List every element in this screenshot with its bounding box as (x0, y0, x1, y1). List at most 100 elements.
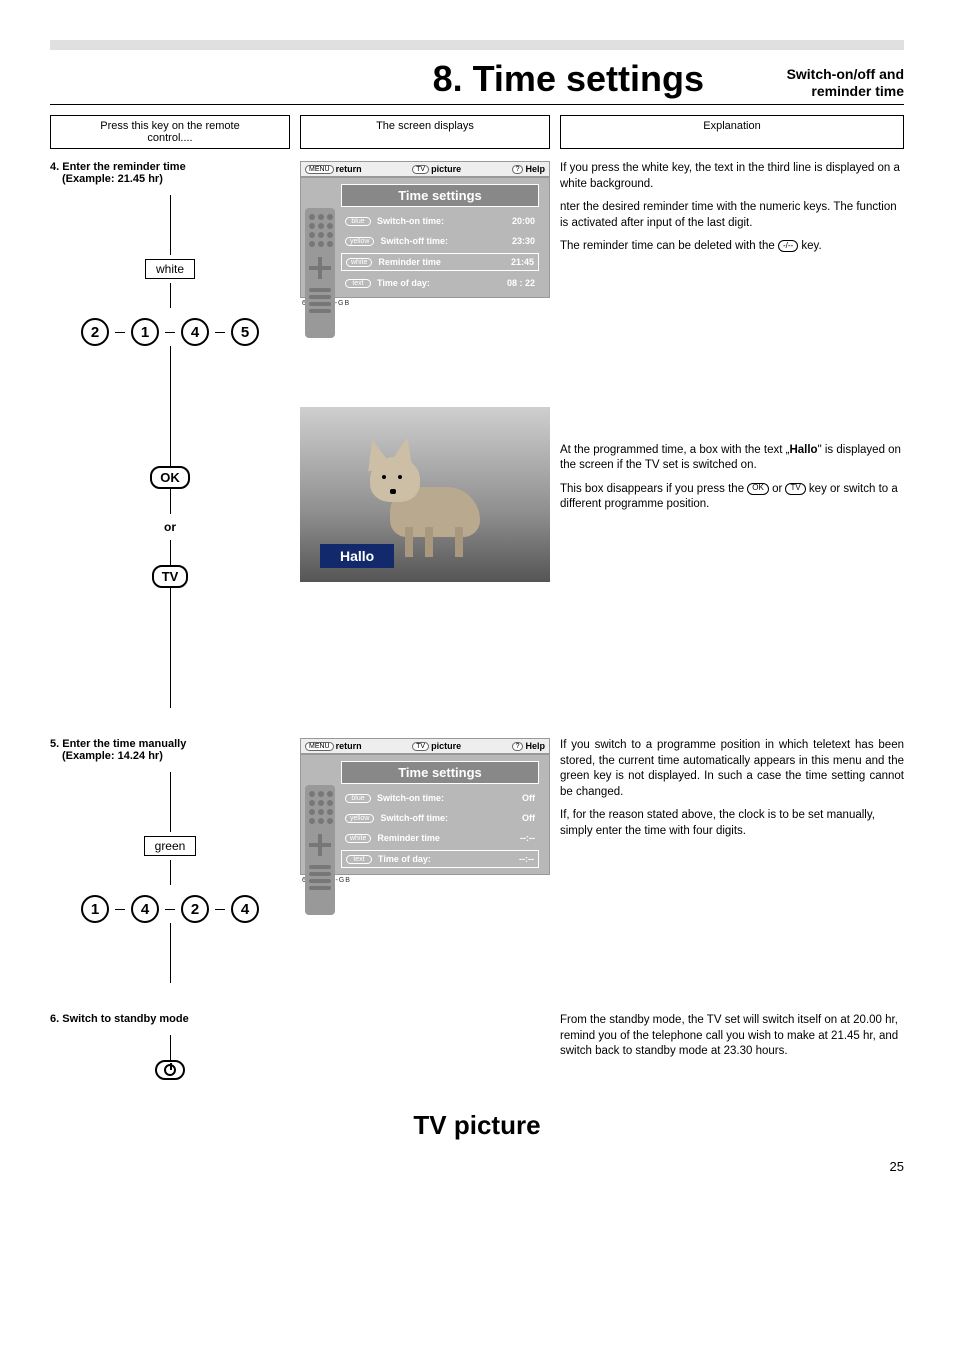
osd-row-value: 20:00 (512, 216, 535, 226)
connector-line (215, 909, 225, 910)
osd-picture: TV picture (412, 164, 461, 174)
header-bar (50, 40, 904, 50)
connector-line (170, 540, 171, 565)
osd-row-value: 23:30 (512, 236, 535, 246)
step5-digits: 1 4 2 4 (50, 895, 290, 923)
hallo-p2a: This box disappears if you press the (560, 483, 747, 495)
digit-4: 4 (181, 318, 209, 346)
osd-return-label: return (336, 741, 362, 751)
exp4-p2: nter the desired reminder time with the … (560, 200, 904, 231)
spacer (300, 307, 550, 407)
tv-pill-icon: TV (412, 165, 429, 174)
connector-line (170, 283, 171, 308)
connector-line (170, 860, 171, 885)
exp4-p3a: The reminder time can be deleted with th… (560, 240, 778, 252)
step6-mid (300, 1013, 550, 1080)
hallo-p1: At the programmed time, a box with the t… (560, 443, 904, 474)
step5-title-l1: 5. Enter the time manually (50, 738, 290, 750)
osd-row: blueSwitch-on time:Off (341, 790, 539, 806)
exp4-p3: The reminder time can be deleted with th… (560, 239, 904, 255)
step4-title-l1: 4. Enter the reminder time (50, 161, 290, 173)
osd2-title: Time settings (341, 761, 539, 784)
connector-line (115, 332, 125, 333)
osd-row-value: 08 : 22 (507, 278, 535, 288)
exp5-p2: If, for the reason stated above, the clo… (560, 808, 904, 839)
osd-row: whiteReminder time--:-- (341, 830, 539, 846)
connector-line (115, 909, 125, 910)
connector-line (170, 772, 171, 832)
col-header-left-l2: control.... (53, 132, 287, 144)
osd-return: MENU return (305, 741, 362, 751)
osd-row-label: Time of day: (377, 278, 507, 288)
col-header-left-l1: Press this key on the remote (53, 120, 287, 132)
tv-pill-icon: TV (785, 483, 805, 495)
help-pill-icon: ? (512, 165, 524, 174)
osd-topbar: MENU return TV picture ? Help (300, 161, 550, 177)
tv-picture-heading: TV picture (50, 1110, 904, 1141)
page-number: 25 (50, 1159, 904, 1174)
osd1-code: 698-080-GB (300, 298, 550, 307)
osd-panel-2: Time settings blueSwitch-on time:Offyell… (300, 754, 550, 875)
chapter-subtitle-l1: Switch-on/off and (744, 66, 904, 83)
osd-row-label: Switch-off time: (380, 236, 512, 246)
osd-panel-1: Time settings blueSwitch-on time:20:00ye… (300, 177, 550, 298)
spacer (560, 263, 904, 443)
step6-left: 6. Switch to standby mode (50, 1013, 290, 1080)
col-header-mid: The screen displays (300, 115, 550, 149)
digit-5: 5 (231, 318, 259, 346)
digit-1: 1 (131, 318, 159, 346)
osd-picture-label: picture (431, 164, 461, 174)
osd-picture-label: picture (431, 741, 461, 751)
tv-pill-icon: TV (412, 742, 429, 751)
hallo-overlay: Hallo (320, 544, 394, 568)
osd-topbar-2: MENU return TV picture ? Help (300, 738, 550, 754)
ok-key-icon: OK (150, 466, 190, 489)
step5-title-l2: (Example: 14.24 hr) (50, 750, 290, 762)
osd-row-label: Reminder time (378, 257, 511, 267)
osd-row: text Time of day:08 : 22 (341, 275, 539, 291)
step5-mid: MENU return TV picture ? Help Time setti… (300, 738, 550, 983)
step4-digits: 2 1 4 5 (50, 318, 290, 346)
standby-key (50, 1060, 290, 1080)
step4-mid: MENU return TV picture ? Help Time setti… (300, 161, 550, 708)
osd-row-label: Reminder time (377, 833, 520, 843)
step4-right: If you press the white key, the text in … (560, 161, 904, 708)
osd-row-pill: text (345, 279, 371, 288)
osd-row-pill: yellow (345, 237, 374, 246)
connector-line (215, 332, 225, 333)
exp6-p1: From the standby mode, the TV set will s… (560, 1013, 904, 1060)
col-header-left: Press this key on the remote control.... (50, 115, 290, 149)
digit-2: 2 (181, 895, 209, 923)
osd-help-label: Help (525, 164, 545, 174)
step4-row: 4. Enter the reminder time (Example: 21.… (50, 161, 904, 708)
step5-right: If you switch to a programme position in… (560, 738, 904, 983)
connector-line (165, 332, 175, 333)
clear-key-icon: -/-- (778, 240, 798, 252)
chapter-subtitle-l2: reminder time (744, 83, 904, 100)
osd-row-pill: white (345, 834, 371, 843)
hallo-p2: This box disappears if you press the OK … (560, 482, 904, 513)
step4-title-l2: (Example: 21.45 hr) (50, 173, 290, 185)
step6-row: 6. Switch to standby mode From the stand… (50, 1013, 904, 1080)
hallo-p1a: At the programmed time, a box with the t… (560, 444, 789, 456)
osd-row-label: Switch-on time: (377, 216, 512, 226)
hallo-p2b: or (772, 483, 785, 495)
osd-row: whiteReminder time21:45 (341, 253, 539, 271)
osd-return: MENU return (305, 164, 362, 174)
chapter-header: 8. Time settings Switch-on/off and remin… (50, 58, 904, 105)
step5-title: 5. Enter the time manually (Example: 14.… (50, 738, 290, 762)
osd-row-value: 21:45 (511, 257, 534, 267)
exp4-p1: If you press the white key, the text in … (560, 161, 904, 192)
osd-row: blueSwitch-on time:20:00 (341, 213, 539, 229)
osd-picture: TV picture (412, 741, 461, 751)
chapter-subtitle: Switch-on/off and reminder time (744, 66, 904, 100)
osd-remote-icon (305, 785, 335, 915)
osd-help-label: Help (525, 741, 545, 751)
or-label: or (50, 520, 290, 534)
col-header-right: Explanation (560, 115, 904, 149)
osd2-rows: blueSwitch-on time:OffyellowSwitch-off t… (341, 790, 539, 868)
help-pill-icon: ? (512, 742, 524, 751)
step5-row: 5. Enter the time manually (Example: 14.… (50, 738, 904, 983)
step6-right: From the standby mode, the TV set will s… (560, 1013, 904, 1080)
step6-title: 6. Switch to standby mode (50, 1013, 290, 1025)
